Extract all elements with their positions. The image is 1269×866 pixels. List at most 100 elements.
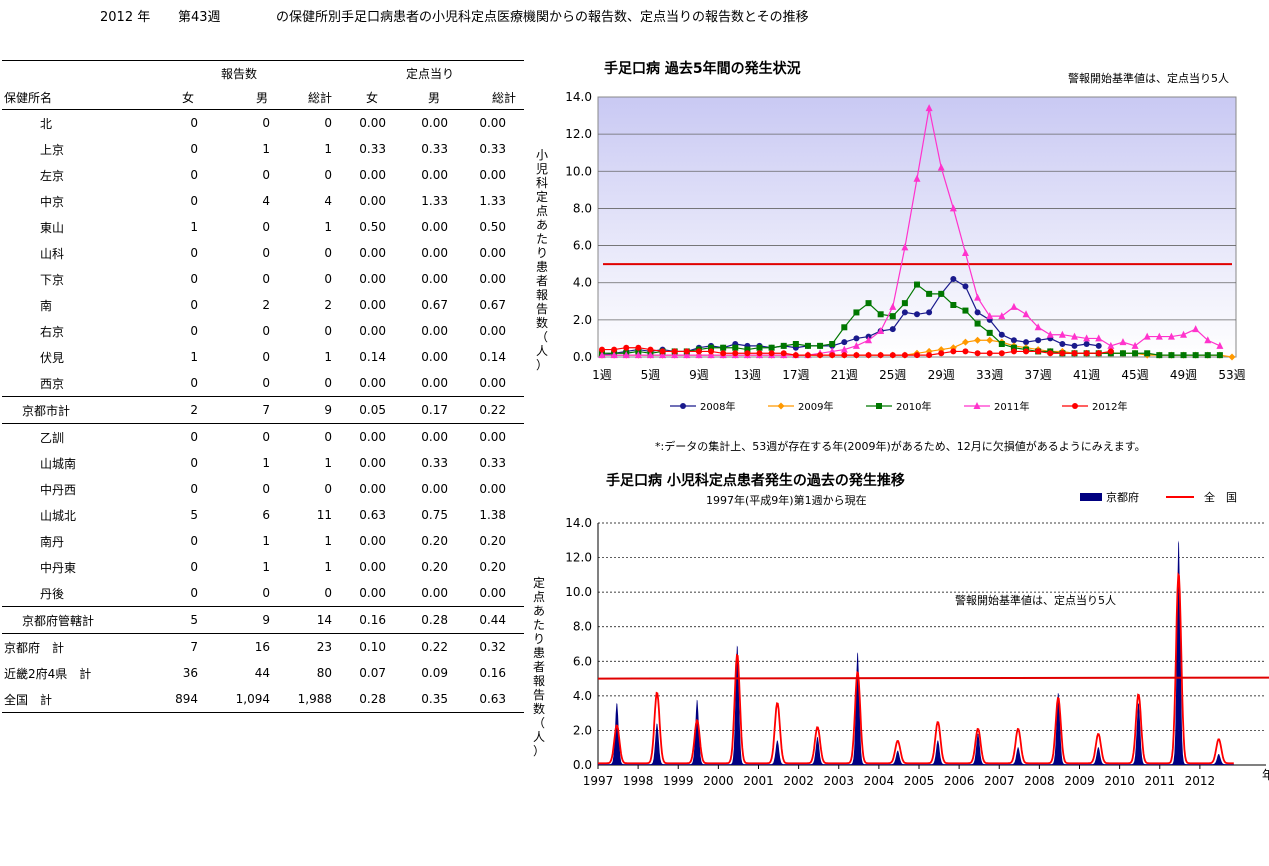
cell-pp-male: 0.33 [421,456,449,470]
cell-pp-total: 0.22 [460,396,525,424]
chart1-point [1228,353,1236,361]
chart1-title: 手足口病 過去5年間の発生状況 [604,61,801,77]
table-row: 乙訓 0 0 0 0.00 0.00 0.00 [2,424,524,451]
cell-pp-male: 0.00 [421,482,449,496]
chart1-point [889,302,897,310]
cell-total: 9 [276,396,337,424]
cell-total: 80 [316,666,333,680]
chart1-x-tick: 41週 [1073,368,1100,382]
cell-pp-male: 0.00 [421,430,449,444]
cell-female: 0 [142,580,214,607]
chart1-point [1010,302,1018,310]
chart1-plot-area [597,96,1237,358]
cell-female: 1 [190,220,198,234]
cell-pp-male: 0.20 [421,560,449,574]
cell-male: 0 [262,168,270,182]
cell-name: 京都市計 [2,396,142,424]
cell-pp-total: 0.00 [479,246,507,260]
cell-male: 0 [262,272,270,286]
chart1-point [1156,352,1163,359]
col-header-total: 総計 [276,85,337,110]
chart1-point [635,344,642,351]
chart1-point [817,352,824,359]
chart1-point [1095,350,1102,357]
chart1-point [1132,350,1139,357]
chart1-point [828,347,836,355]
chart1-point [659,351,667,359]
chart1-point [1035,337,1042,344]
cell-male: 1 [262,456,270,470]
cell-male: 1 [262,534,270,548]
table-row: 丹後 0 0 0 0.00 0.00 0.00 [2,580,525,607]
cell-male: 0 [262,246,270,260]
chart2-national-line [598,572,1234,765]
cell-pp-female: 0.00 [359,534,387,548]
chart1-point [937,163,945,171]
table-row: 全国 計 894 1,094 1,988 0.28 0.35 0.63 [2,686,525,713]
cell-pp-female: 0.00 [359,482,387,496]
chart1-point [1204,352,1211,359]
cell-pp-female: 0.10 [359,640,387,654]
cell-pp-total: 0.20 [479,560,507,574]
cell-female: 0 [190,142,198,156]
chart1-x-tick: 1週 [592,368,612,382]
cell-pp-female: 0.07 [359,666,387,680]
cell-name: 京都府 計 [4,640,65,655]
chart1-point [756,344,763,351]
cell-pp-total: 0.44 [460,606,525,634]
chart1-point [1155,332,1163,340]
cell-name: 上京 [40,142,65,157]
chart2-y-tick: 8.0 [573,620,592,634]
cell-pp-total: 0.00 [479,168,507,182]
chart1-legend-marker [973,402,981,409]
cell-male: 1 [262,142,270,156]
chart1-point [744,346,751,353]
chart1-point [841,339,848,346]
chart1-y-tick: 14.0 [565,90,592,104]
chart2-subtitle: 1997年(平成9年)第1週から現在 [706,494,867,507]
chart1-point [938,350,945,357]
cell-name: 中丹西 [40,482,77,497]
chart1-point [1047,350,1054,357]
chart1-point [732,344,739,351]
col-header-pp-total: 総計 [460,85,525,110]
chart1-point [974,309,981,316]
cell-male: 0 [214,370,276,397]
cell-female: 0 [190,560,198,574]
chart1-point [829,341,836,347]
chart1-point [1216,341,1224,349]
cell-pp-male: 0.00 [421,350,449,364]
chart1-x-tick: 33週 [976,368,1003,382]
cell-pp-female: 0.00 [359,324,387,338]
chart1-point [986,350,993,357]
chart1-point [950,276,957,282]
chart1-point [1180,352,1187,359]
chart1-point [1022,310,1030,318]
cell-name: 山城南 [40,456,77,471]
chart1-point [634,351,642,359]
chart1-point [598,351,606,359]
chart1-point [1023,348,1030,355]
chart1-point [938,290,945,297]
cell-female: 0 [190,246,198,260]
cell-male: 0 [214,580,276,607]
chart2-title: 手足口病 小児科定点患者発生の過去の発生推移 [606,473,905,489]
chart2-alert-annotation: 警報開始基準値は、定点当り5人 [955,593,1116,607]
cell-total: 0 [324,246,333,260]
chart2-x-tick: 2006 [944,774,975,788]
chart1-point [1167,332,1175,340]
cell-pp-female: 0.28 [336,686,399,713]
chart1-point [1168,352,1175,359]
cell-pp-total: 0.33 [479,456,507,470]
cell-male: 0 [262,482,270,496]
cell-total: 1 [324,142,333,156]
chart1-point [1059,341,1066,347]
chart1-point [720,350,727,357]
cell-name: 丹後 [2,580,142,607]
chart1-point [962,348,969,355]
cell-male: 7 [214,396,276,424]
cell-female: 0 [190,168,198,182]
cell-name: 山科 [40,246,65,261]
chart1-y-label: 小児科定点あたり患者報告数（人） [535,148,548,372]
chart1-point [1204,336,1212,344]
